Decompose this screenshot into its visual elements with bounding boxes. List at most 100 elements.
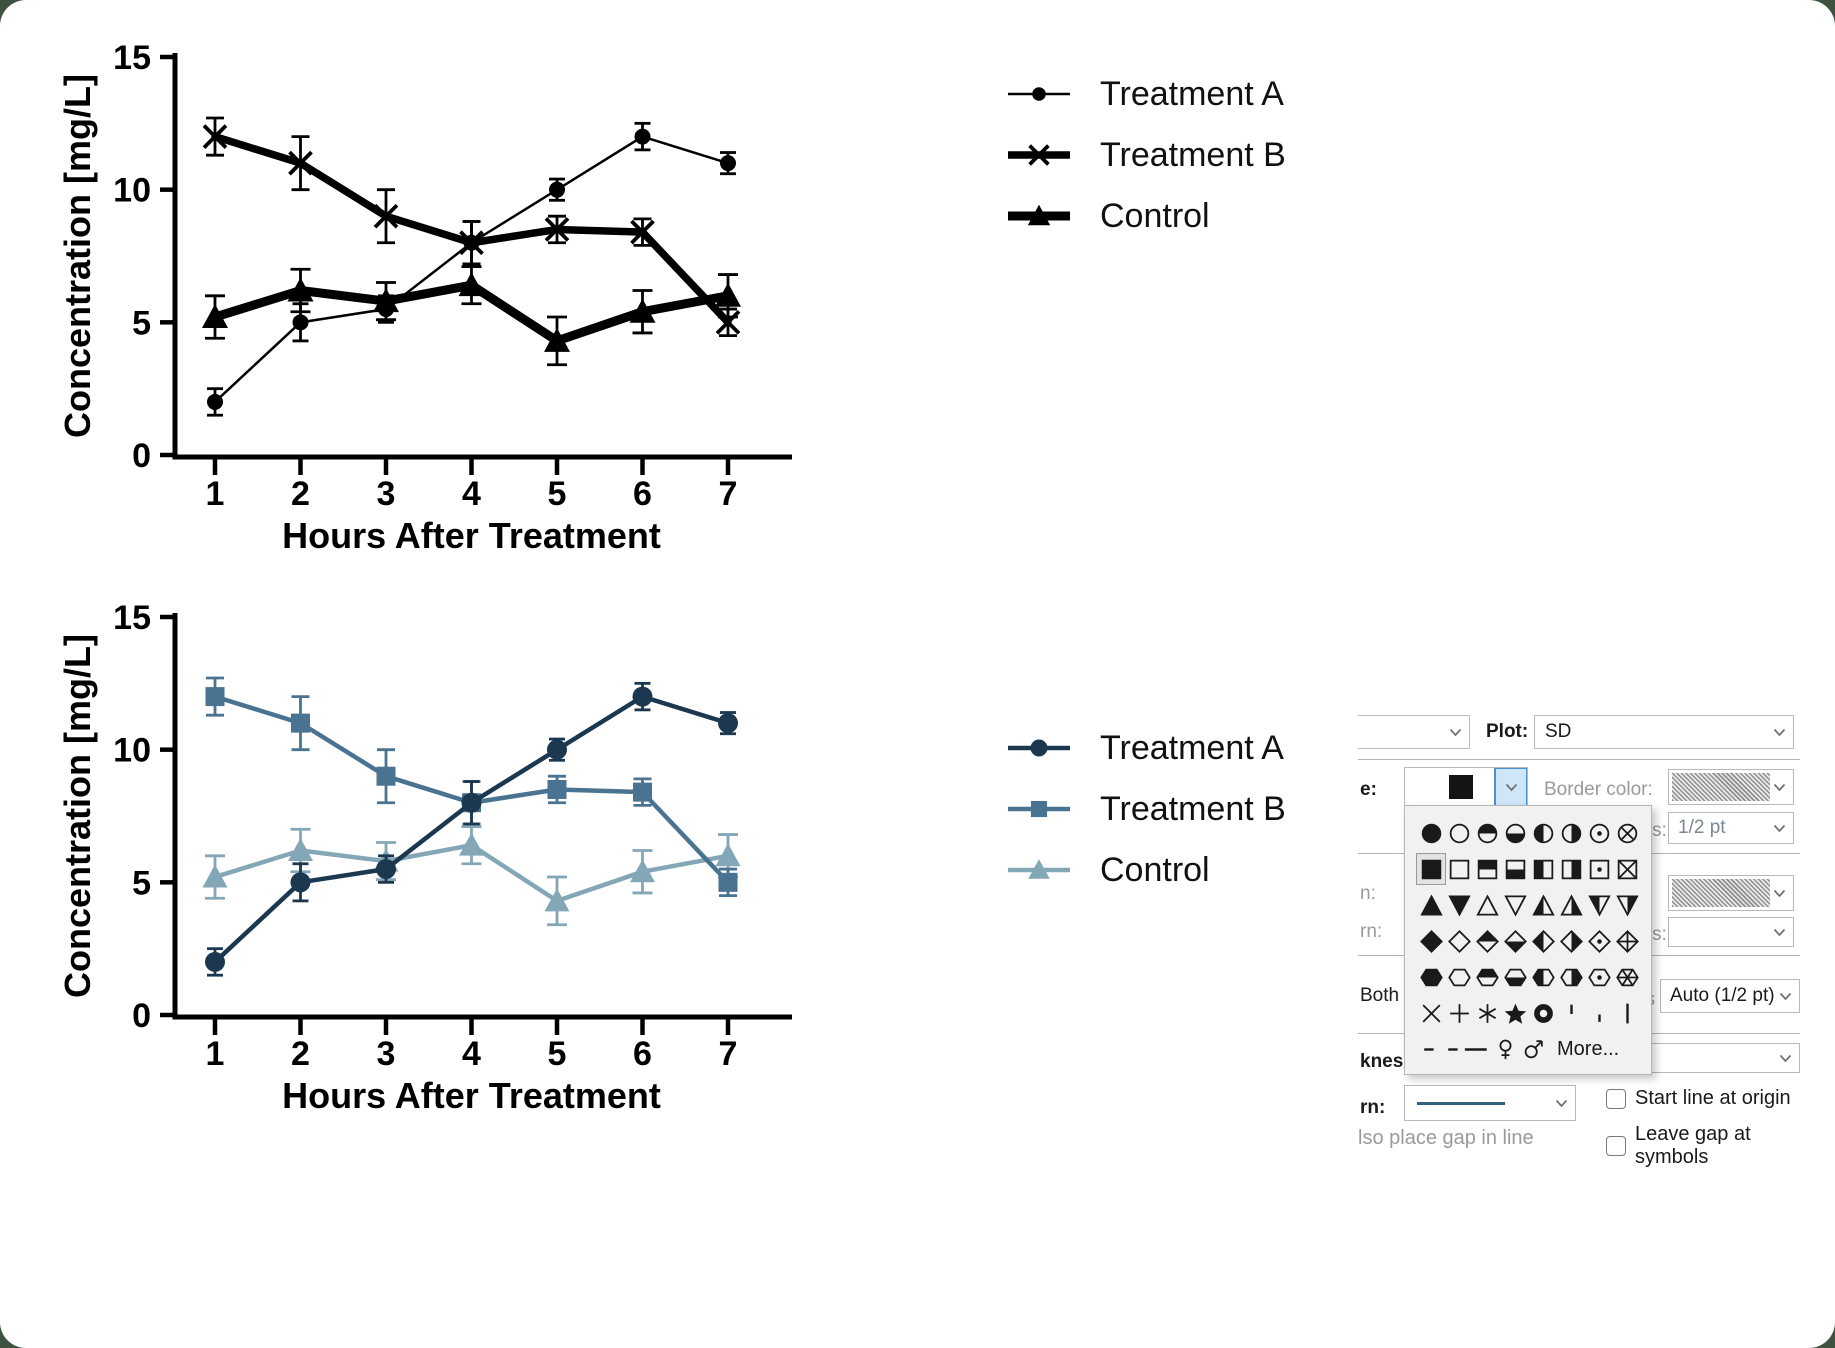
svg-text:6: 6	[633, 1035, 652, 1073]
symbol-square-half-top[interactable]	[1473, 854, 1501, 884]
svg-text:5: 5	[132, 304, 151, 342]
symbol-square-filled[interactable]	[1416, 853, 1446, 885]
symbol-diamond-open[interactable]	[1445, 926, 1473, 956]
start-line-at-origin-row: Start line at origin	[1606, 1087, 1791, 1110]
svg-text:10: 10	[113, 732, 151, 770]
symbol-cross-plus[interactable]	[1445, 998, 1473, 1028]
symbol-diamond-filled[interactable]	[1417, 926, 1445, 956]
symbol-diamond-plus[interactable]	[1613, 926, 1641, 956]
fill-color-dropdown[interactable]	[1668, 875, 1794, 911]
symbol-circle-filled[interactable]	[1417, 818, 1445, 848]
series-treatment-a	[207, 121, 736, 417]
symbol-diamond-dot[interactable]	[1585, 926, 1613, 956]
svg-text:1: 1	[206, 475, 225, 513]
symbol-cross-x[interactable]	[1417, 998, 1445, 1028]
symbol-hexagon-half-top[interactable]	[1473, 962, 1501, 992]
symbol-bar-vertical[interactable]	[1613, 998, 1641, 1028]
symbol-shape-dropdown[interactable]	[1404, 767, 1528, 807]
series-treatment-a	[205, 681, 738, 977]
symbol-triangle-down-filled[interactable]	[1445, 890, 1473, 920]
svg-text:6: 6	[633, 475, 652, 513]
legend-label: Treatment A	[1100, 728, 1284, 767]
symbol-hexagon-half-bottom[interactable]	[1501, 962, 1529, 992]
legend-swatch-control	[1008, 204, 1070, 226]
symbol-hexagon-dot[interactable]	[1585, 962, 1613, 992]
symbol-diamond-half-right[interactable]	[1557, 926, 1585, 956]
size-label-cut: s:	[1652, 820, 1667, 841]
bottom-chart: 0 5 10 15 1 2 3 4 5 6 7 Hours After Treatment Concen…	[57, 599, 792, 1116]
symbol-circle-dot[interactable]	[1585, 818, 1613, 848]
symbol-circle-x[interactable]	[1613, 818, 1641, 848]
start-line-at-origin-checkbox[interactable]	[1606, 1088, 1626, 1109]
top-chart: 0 5 10 15 1 2 3 4 5 6 7 Hours After Treatment Concen…	[57, 39, 792, 556]
symbol-ring-bold[interactable]	[1529, 998, 1557, 1028]
label-rn-cut: rn:	[1360, 921, 1383, 942]
legend-label: Treatment B	[1100, 789, 1286, 828]
legend-label: Treatment B	[1100, 135, 1286, 174]
line-pattern-dropdown[interactable]	[1404, 1085, 1576, 1121]
border-color-dropdown[interactable]	[1668, 769, 1794, 805]
symbol-dash-short[interactable]	[1417, 1034, 1445, 1064]
size2-label-cut: s:	[1652, 924, 1667, 945]
symbol-circle-half-bottom[interactable]	[1501, 818, 1529, 848]
symbol-triangle-up-half-right[interactable]	[1557, 890, 1585, 920]
empty-dropdown[interactable]	[1668, 917, 1794, 947]
selected-shape-swatch	[1449, 775, 1473, 799]
symbol-hexagon-half-right[interactable]	[1557, 962, 1585, 992]
symbol-triangle-down-open[interactable]	[1501, 890, 1529, 920]
svg-text:4: 4	[462, 1035, 481, 1073]
symbol-asterisk[interactable]	[1473, 998, 1501, 1028]
symbol-tick-high[interactable]	[1557, 998, 1585, 1028]
start-line-at-origin-label: Start line at origin	[1635, 1087, 1791, 1109]
plot-dropdown[interactable]: SD	[1534, 715, 1794, 749]
shape-dropdown-open-button[interactable]	[1494, 768, 1527, 806]
symbol-female[interactable]	[1491, 1034, 1519, 1064]
legend-swatch-control	[1008, 859, 1070, 879]
symbol-hexagon-half-left[interactable]	[1529, 962, 1557, 992]
legend-item-control: Control	[1008, 194, 1286, 238]
symbol-triangle-down-half-right[interactable]	[1613, 890, 1641, 920]
chevron-down-icon	[1449, 728, 1462, 737]
symbol-hexagon-filled[interactable]	[1417, 962, 1445, 992]
svg-text:3: 3	[377, 475, 396, 513]
symbol-triangle-down-half-left[interactable]	[1585, 890, 1613, 920]
symbol-diamond-half-bottom[interactable]	[1501, 926, 1529, 956]
symbol-triangle-up-half-left[interactable]	[1529, 890, 1557, 920]
symbol-star-filled[interactable]	[1501, 998, 1529, 1028]
symbol-hexagon-spokes[interactable]	[1613, 962, 1641, 992]
symbol-circle-half-left[interactable]	[1529, 818, 1557, 848]
symbol-picker-popup: More...	[1404, 805, 1652, 1075]
symbol-square-dot[interactable]	[1585, 854, 1613, 884]
size-dropdown[interactable]: 1/2 pt	[1668, 812, 1794, 844]
symbol-diamond-half-top[interactable]	[1473, 926, 1501, 956]
symbol-tick-low[interactable]	[1585, 998, 1613, 1028]
symbol-square-half-bottom[interactable]	[1501, 854, 1529, 884]
symbol-square-open[interactable]	[1445, 854, 1473, 884]
svg-text:10: 10	[113, 172, 151, 210]
leave-gap-at-symbols-checkbox[interactable]	[1606, 1136, 1626, 1156]
shape-label-cut: e:	[1360, 779, 1377, 800]
symbol-square-half-right[interactable]	[1557, 854, 1585, 884]
svg-text:Hours After Treatment: Hours After Treatment	[282, 1075, 661, 1116]
symbol-square-half-left[interactable]	[1529, 854, 1557, 884]
symbol-hexagon-open[interactable]	[1445, 962, 1473, 992]
dataset-dropdown[interactable]	[1358, 715, 1470, 749]
symbol-dash-pair[interactable]	[1445, 1034, 1491, 1064]
symbol-circle-open[interactable]	[1445, 818, 1473, 848]
chevron-down-icon	[1779, 1054, 1792, 1063]
border-color-label: Border color:	[1544, 779, 1653, 800]
error-thickness-dropdown[interactable]: Auto (1/2 pt)	[1660, 979, 1800, 1013]
more-symbols-button[interactable]: More...	[1557, 1037, 1620, 1060]
symbol-male[interactable]	[1519, 1034, 1547, 1064]
symbol-circle-half-right[interactable]	[1557, 818, 1585, 848]
symbol-triangle-up-filled[interactable]	[1417, 890, 1445, 920]
svg-text:0: 0	[132, 437, 151, 475]
legend-swatch-treatment-a	[1008, 87, 1070, 101]
symbol-circle-half-top[interactable]	[1473, 818, 1501, 848]
legend-label: Treatment A	[1100, 74, 1284, 113]
svg-text:15: 15	[113, 599, 151, 637]
symbol-square-x[interactable]	[1613, 854, 1641, 884]
symbol-triangle-up-open[interactable]	[1473, 890, 1501, 920]
symbol-diamond-half-left[interactable]	[1529, 926, 1557, 956]
